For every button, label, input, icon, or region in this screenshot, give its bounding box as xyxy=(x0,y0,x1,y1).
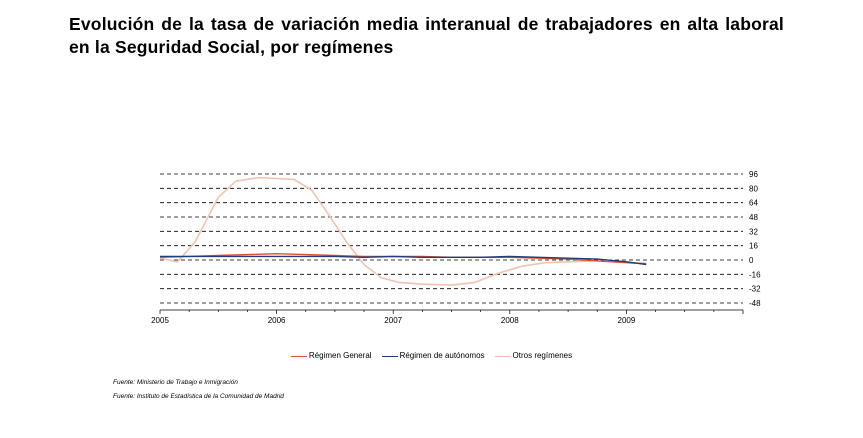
y-tick-label: 16 xyxy=(749,242,758,251)
x-axis: 2005 2006 2007 2008 2009 xyxy=(151,309,744,325)
legend-item-autonomos: Régimen de autónomos xyxy=(381,351,485,360)
gridlines xyxy=(160,173,743,304)
y-tick-label: 64 xyxy=(749,199,758,208)
y-tick-label: 0 xyxy=(749,256,754,265)
legend-swatch-otros xyxy=(494,356,511,357)
y-tick-label: -16 xyxy=(749,270,761,279)
x-tick-label: 2009 xyxy=(618,316,636,325)
series-line-autonomos xyxy=(160,255,647,266)
series-line-otros xyxy=(159,176,592,286)
x-tick-label: 2008 xyxy=(501,316,519,325)
legend-label-autonomos: Régimen de autónomos xyxy=(399,351,485,360)
y-tick-label: -32 xyxy=(749,285,761,294)
legend-item-otros: Otros regímenes xyxy=(494,351,573,360)
y-tick-label: 48 xyxy=(749,213,758,222)
y-tick-label: -48 xyxy=(749,299,761,308)
legend-label-otros: Otros regímenes xyxy=(512,351,573,360)
series-lines xyxy=(159,176,647,286)
legend-item-general: Régimen General xyxy=(290,351,372,360)
y-tick-label: 80 xyxy=(749,184,758,193)
legend-swatch-autonomos xyxy=(381,356,398,357)
chart-title: Evolución de la tasa de variación media … xyxy=(69,14,784,57)
legend-label-general: Régimen General xyxy=(308,351,372,360)
x-tick-label: 2005 xyxy=(151,316,169,325)
legend: Régimen General Régimen de autónomos Otr… xyxy=(0,351,863,360)
x-tick-label: 2006 xyxy=(268,316,286,325)
y-tick-label: 96 xyxy=(749,170,758,179)
legend-swatch-general xyxy=(290,356,307,357)
source-note-2: Fuente: Instituto de Estadística de la C… xyxy=(113,393,284,400)
x-tick-label: 2007 xyxy=(384,316,402,325)
y-axis-ticks: 96 80 64 48 32 16 0 -16 -32 -48 xyxy=(749,170,761,308)
source-note-1: Fuente: Ministerio de Trabajo e Inmigrac… xyxy=(113,379,238,386)
y-tick-label: 32 xyxy=(749,227,758,236)
